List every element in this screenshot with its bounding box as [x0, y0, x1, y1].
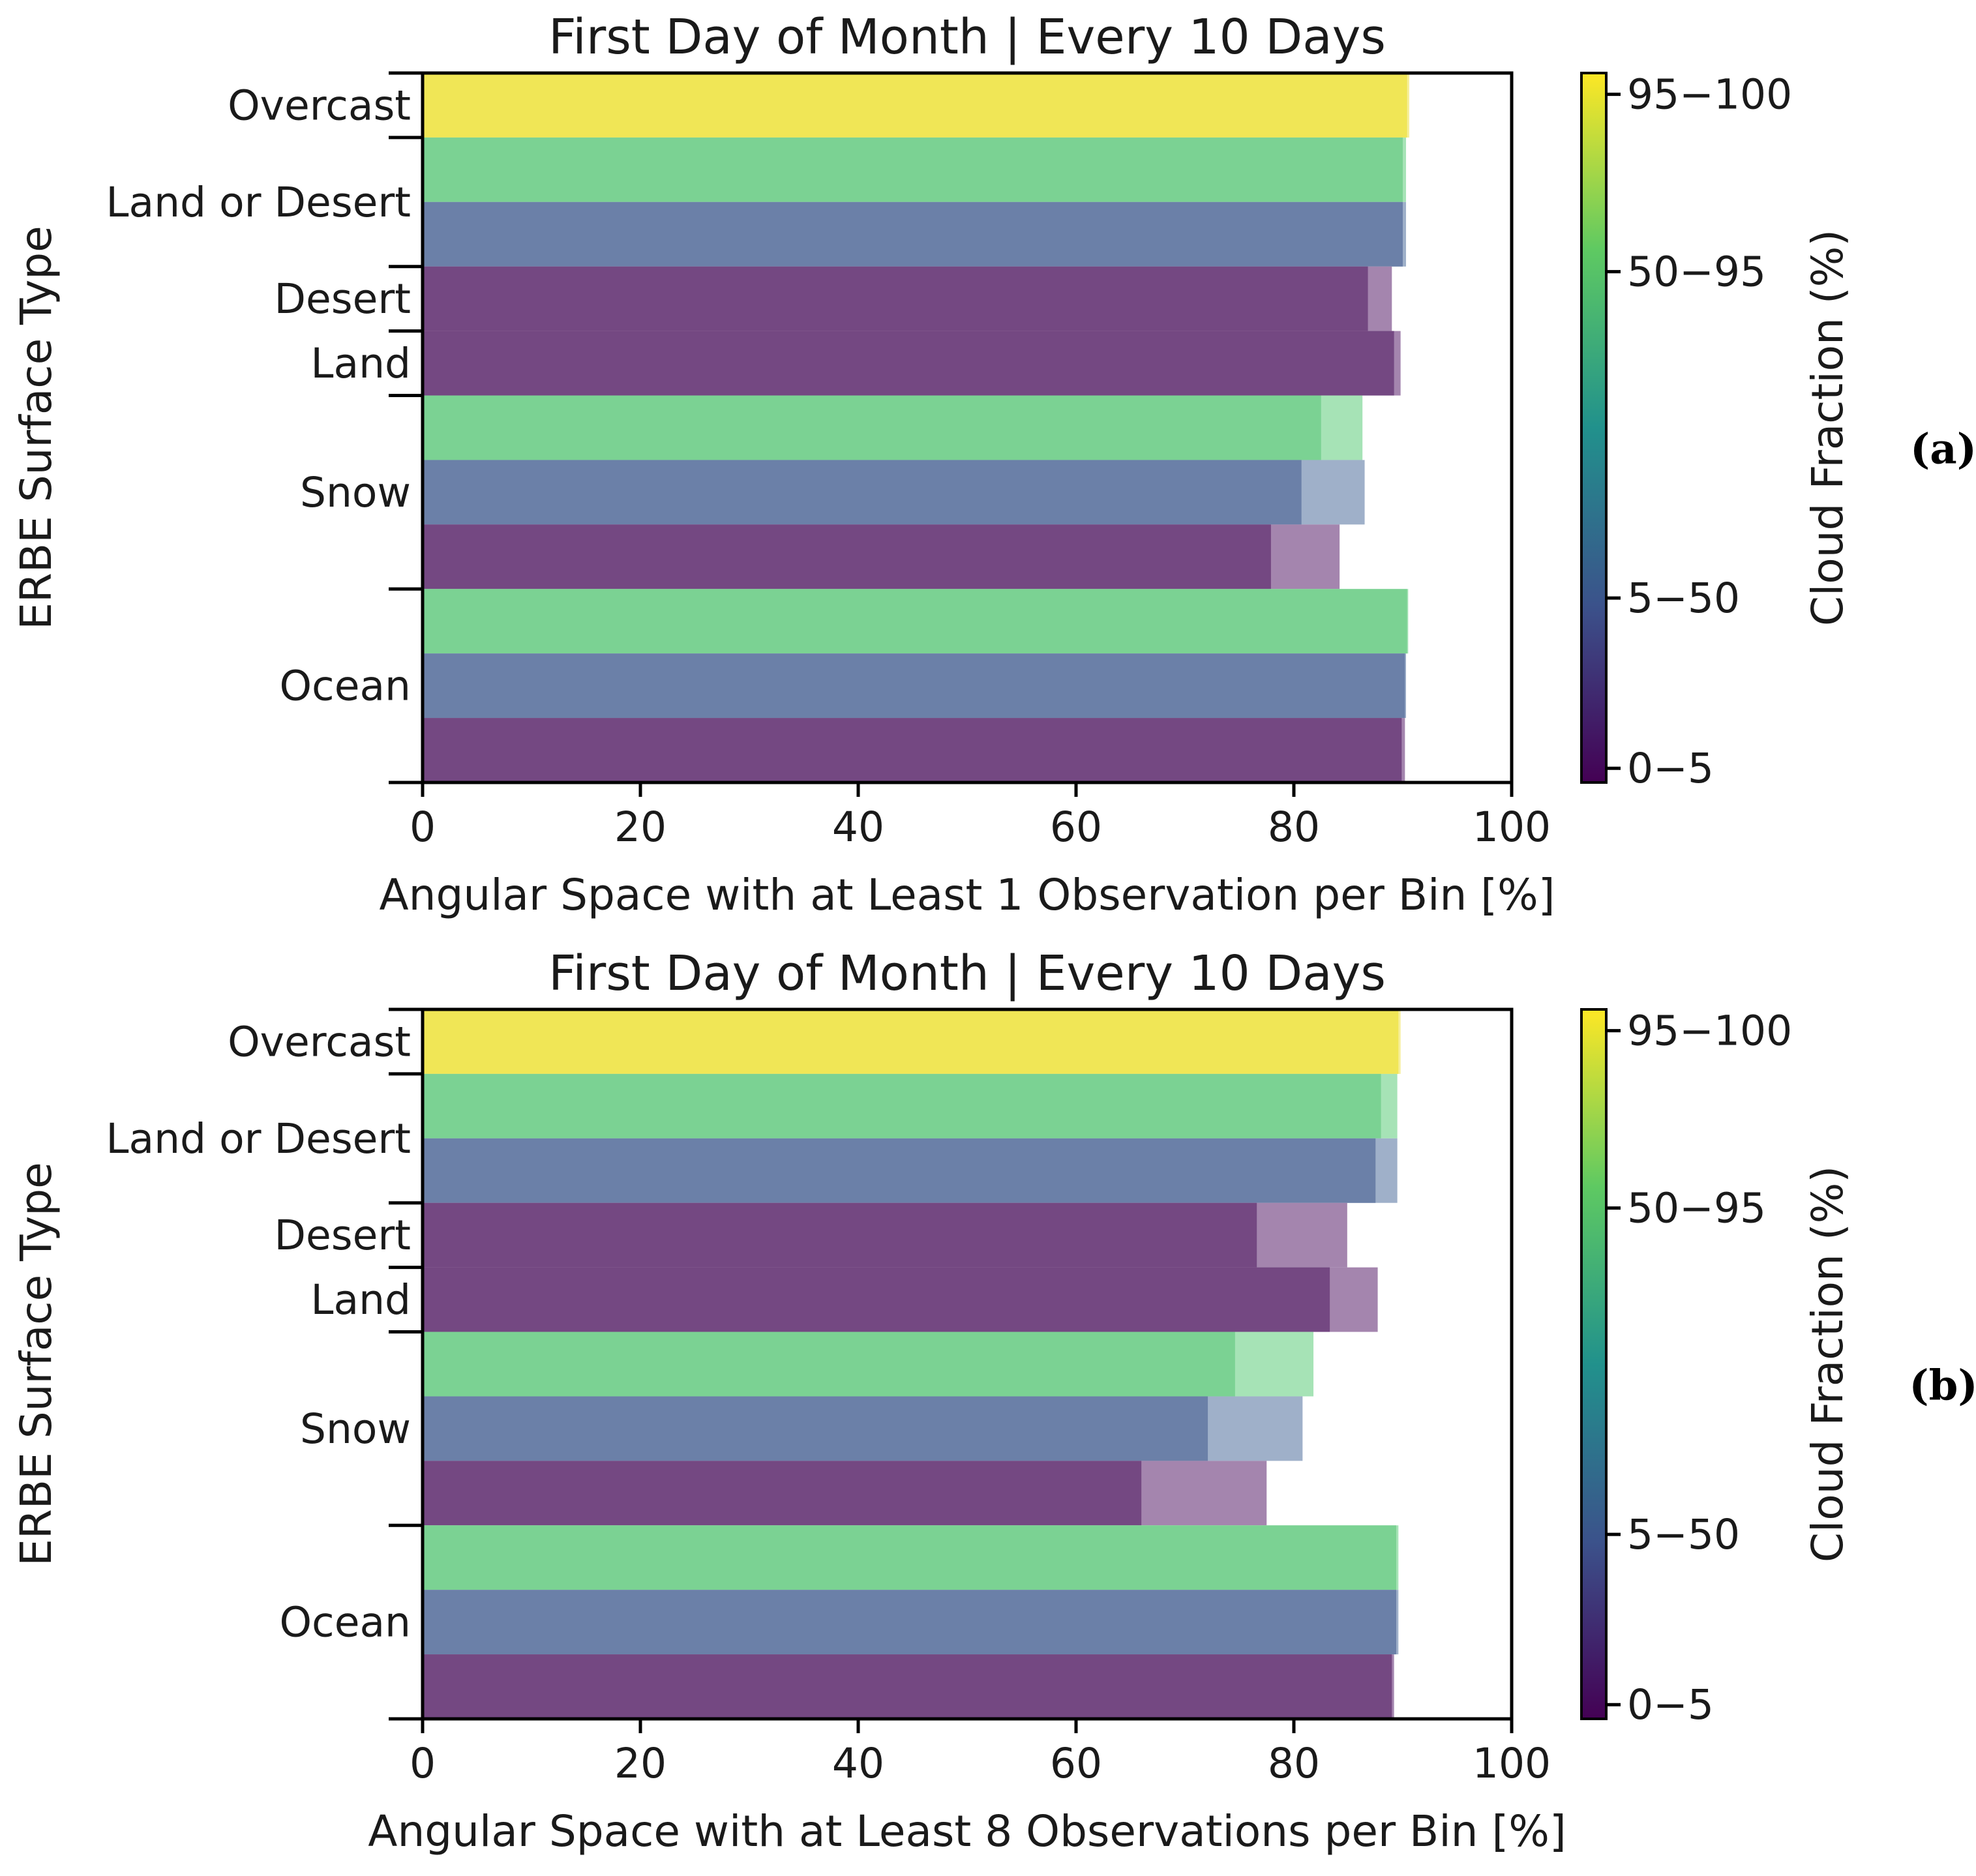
x-tick-label: 0: [410, 1740, 436, 1787]
chart-title: First Day of Month | Every 10 Days: [548, 9, 1386, 65]
bar-every-10-days-1: [423, 137, 1403, 202]
plot-frame: [421, 1007, 1514, 1721]
y-tick-label: Snow: [300, 1405, 411, 1453]
bar-every-10-days-2: [423, 201, 1403, 267]
bar-every-10-days-8: [423, 1525, 1396, 1590]
colorbar-tick-label: 0−5: [1627, 1681, 1714, 1729]
y-axis-label: ERBE Surface Type: [11, 226, 61, 630]
colorbar-label: Cloud Fraction (%): [1803, 230, 1853, 626]
colorbar-tick-label: 50−95: [1627, 1185, 1766, 1232]
bar-every-10-days-5: [423, 1332, 1235, 1397]
panel-label: (b): [1909, 1361, 1976, 1410]
bar-every-10-days-10: [423, 718, 1402, 782]
bar-every-10-days-3: [423, 1202, 1257, 1268]
y-axis-label: ERBE Surface Type: [11, 1162, 61, 1566]
y-tick-label: Land: [310, 1276, 411, 1324]
bar-every-10-days-8: [423, 589, 1407, 654]
y-tick-label: Desert: [275, 1212, 411, 1259]
bar-every-10-days-2: [423, 1138, 1376, 1203]
bar-every-10-days-1: [423, 1073, 1381, 1139]
y-tick-label: Land or Desert: [106, 1115, 411, 1163]
x-tick-label: 60: [1050, 803, 1102, 851]
colorbar-tick-label: 5−50: [1627, 1511, 1740, 1558]
bar-every-10-days-0: [423, 1009, 1399, 1074]
bar-every-10-days-7: [423, 1461, 1142, 1526]
y-tick-label: Snow: [300, 469, 411, 516]
y-tick-label: Land or Desert: [106, 179, 411, 226]
y-tick-label: Ocean: [279, 1599, 411, 1646]
bar-every-10-days-10: [423, 1654, 1392, 1719]
x-tick-label: 60: [1050, 1740, 1102, 1787]
bar-every-10-days-6: [423, 1396, 1208, 1461]
colorbar-tick-label: 95−100: [1627, 1007, 1792, 1055]
x-tick-label: 80: [1268, 1740, 1320, 1787]
bar-every-10-days-6: [423, 460, 1302, 525]
y-tick-label: Overcast: [228, 82, 411, 129]
x-tick-label: 80: [1268, 803, 1320, 851]
colorbar-label: Cloud Fraction (%): [1803, 1166, 1853, 1562]
colorbar-tick-label: 95−100: [1627, 71, 1792, 119]
y-tick-label: Land: [310, 340, 411, 387]
panel-label: (a): [1910, 424, 1976, 473]
bar-every-10-days-0: [423, 73, 1407, 138]
y-tick-label: Overcast: [228, 1018, 411, 1065]
x-axis-label: Angular Space with at Least 1 Observatio…: [379, 870, 1555, 920]
x-tick-label: 40: [832, 803, 884, 851]
x-tick-label: 0: [410, 803, 436, 851]
x-tick-label: 100: [1473, 803, 1551, 851]
x-tick-label: 40: [832, 1740, 884, 1787]
chart-title: First Day of Month | Every 10 Days: [548, 945, 1386, 1002]
bar-every-10-days-7: [423, 524, 1271, 589]
x-tick-label: 20: [614, 803, 666, 851]
bar-every-10-days-9: [423, 1590, 1396, 1655]
bar-every-10-days-4: [423, 331, 1394, 396]
bar-every-10-days-9: [423, 653, 1405, 719]
x-tick-label: 100: [1473, 1740, 1551, 1787]
colorbar-tick-label: 0−5: [1627, 745, 1714, 792]
bar-every-10-days-3: [423, 266, 1368, 331]
colorbar-tick-label: 50−95: [1627, 248, 1766, 296]
y-tick-label: Desert: [275, 275, 411, 323]
bar-every-10-days-4: [423, 1267, 1330, 1332]
plot-frame: [421, 71, 1514, 784]
bar-every-10-days-5: [423, 395, 1321, 460]
colorbar-tick-label: 5−50: [1627, 574, 1740, 622]
colorbar: [1580, 72, 1608, 784]
chart-panel-a: Overcast Land or Desert Desert Land Snow Ocea…: [11, 9, 1976, 920]
y-tick-label: Ocean: [279, 663, 411, 710]
chart-panel-b: Overcast Land or Desert Desert Land Snow Ocea…: [11, 945, 1976, 1856]
x-tick-label: 20: [614, 1740, 666, 1787]
x-axis-label: Angular Space with at Least 8 Observatio…: [368, 1806, 1566, 1856]
colorbar: [1580, 1008, 1608, 1720]
